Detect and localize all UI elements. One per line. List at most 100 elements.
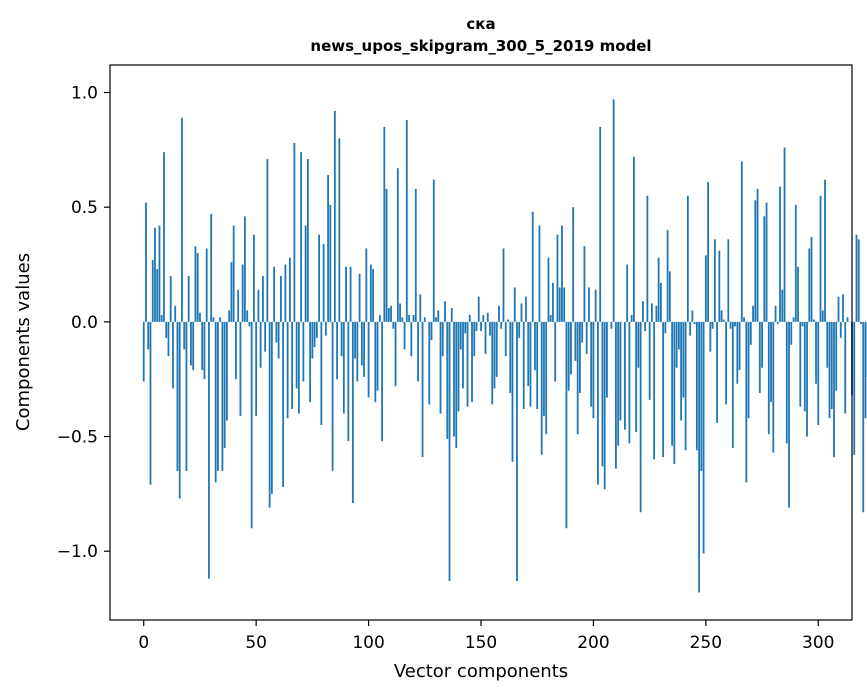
bar-2: [147, 321, 150, 350]
bar-41: [235, 321, 237, 380]
bar-115: [401, 317, 404, 322]
bar-31: [212, 317, 215, 322]
bar-87: [338, 138, 341, 322]
bar-204: [601, 321, 604, 467]
bar-166: [516, 321, 518, 582]
bar-247: [698, 321, 700, 593]
bar-215: [626, 264, 629, 322]
bar-268: [745, 321, 748, 483]
bar-183: [554, 321, 557, 382]
bar-276: [763, 216, 766, 322]
bar-320: [862, 321, 865, 513]
bar-237: [675, 321, 678, 368]
bar-291: [797, 266, 799, 322]
bar-184: [556, 234, 559, 322]
bar-220: [637, 321, 640, 368]
y-tick-label: 1.0: [71, 84, 98, 104]
bar-36: [223, 321, 226, 448]
bar-26: [201, 321, 204, 371]
y-tick-label: 0.5: [71, 198, 98, 218]
bar-93: [351, 321, 354, 504]
bar-321: [864, 321, 867, 419]
bar-270: [749, 321, 752, 345]
bar-232: [664, 321, 667, 334]
bar-17: [181, 117, 183, 322]
chart-subtitle: news_upos_skipgram_300_5_2019 model: [310, 37, 651, 55]
bar-99: [365, 248, 368, 322]
bar-89: [342, 321, 345, 414]
bar-95: [356, 321, 359, 382]
bar-226: [650, 303, 653, 322]
bar-173: [531, 211, 534, 322]
bar-42: [237, 289, 240, 322]
bar-98: [363, 321, 365, 377]
bar-151: [482, 314, 485, 322]
bar-55: [266, 159, 269, 322]
bar-253: [711, 321, 714, 329]
bar-182: [552, 282, 554, 322]
bar-192: [574, 321, 577, 361]
bar-205: [603, 321, 606, 490]
chart-title: ска: [466, 15, 495, 33]
bar-294: [803, 321, 806, 412]
bar-142: [462, 321, 464, 389]
bar-300: [817, 321, 820, 426]
bars-group: [142, 99, 867, 593]
bar-104: [376, 321, 379, 391]
bar-169: [522, 321, 525, 410]
x-tick-label: 50: [245, 633, 267, 653]
bar-174: [534, 321, 536, 371]
bar-303: [824, 179, 826, 322]
bar-16: [178, 321, 181, 499]
bar-162: [507, 319, 509, 322]
bar-290: [794, 204, 797, 322]
bar-289: [792, 317, 795, 322]
bar-120: [412, 314, 415, 322]
bar-201: [594, 289, 597, 322]
bar-293: [801, 321, 804, 327]
x-tick-label: 300: [802, 633, 834, 653]
bar-255: [716, 321, 718, 423]
bar-317: [855, 234, 858, 322]
bar-19: [185, 321, 188, 471]
bar-52: [259, 321, 262, 368]
bar-8: [160, 314, 163, 322]
bar-229: [657, 257, 660, 322]
bar-250: [704, 255, 707, 322]
bar-236: [673, 321, 676, 465]
bar-113: [396, 168, 399, 322]
bar-256: [718, 250, 721, 322]
bar-266: [740, 161, 743, 322]
y-axis-label: Components values: [13, 253, 34, 431]
bar-218: [633, 156, 635, 322]
bar-112: [394, 321, 397, 387]
bar-216: [628, 321, 631, 444]
bar-212: [619, 321, 622, 421]
bar-37: [226, 321, 228, 421]
bar-267: [743, 317, 745, 322]
bar-157: [495, 321, 498, 377]
bar-134: [444, 301, 446, 322]
bar-282: [776, 321, 779, 325]
bar-283: [779, 186, 781, 322]
bar-64: [286, 321, 289, 419]
bar-11: [167, 321, 170, 357]
bar-292: [799, 321, 802, 407]
bar-123: [419, 294, 422, 322]
bar-273: [756, 188, 759, 322]
bar-202: [597, 321, 599, 485]
bar-145: [468, 314, 471, 322]
bar-295: [806, 321, 808, 437]
bar-119: [410, 321, 413, 357]
bar-96: [358, 273, 361, 322]
x-tick-label: 0: [138, 633, 149, 653]
bar-21: [190, 321, 192, 366]
bar-153: [486, 312, 489, 322]
bar-84: [331, 321, 334, 471]
bar-319: [860, 321, 862, 325]
bar-260: [727, 239, 730, 322]
bar-211: [617, 321, 620, 446]
bar-83: [329, 204, 332, 322]
